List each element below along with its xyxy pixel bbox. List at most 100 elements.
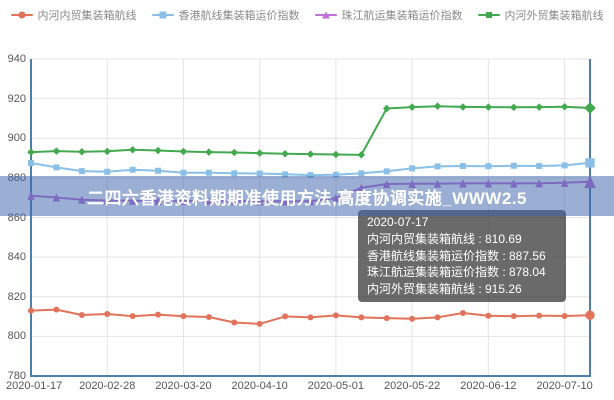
hover-point-circle — [585, 310, 595, 320]
point-circle — [129, 313, 136, 320]
point-square — [205, 169, 212, 176]
point-circle — [104, 310, 111, 317]
point-diamond — [510, 103, 518, 112]
point-diamond — [230, 148, 239, 157]
point-square — [561, 162, 568, 169]
point-diamond — [103, 147, 111, 156]
x-axis-label: 2020-02-28 — [79, 380, 136, 392]
x-axis-label: 2020-05-01 — [307, 380, 365, 392]
triangle-marker-icon — [314, 9, 337, 21]
banner-text: 二四六香港资料期期准使用方法,高度协调实施_WWW2.5 — [87, 188, 527, 208]
series-line-3[interactable] — [30, 105, 591, 156]
point-square — [383, 168, 390, 175]
legend-item-label: 内河内贸集装箱航线 — [37, 10, 137, 22]
tooltip: 2020-07-17 内河内贸集装箱航线 : 810.69 香港航线集装箱运价指数… — [358, 210, 566, 302]
tooltip-row: 内河内贸集装箱航线 : 810.69 — [367, 231, 522, 246]
hover-point-diamond — [584, 102, 596, 114]
point-diamond — [78, 147, 86, 156]
point-circle — [28, 307, 34, 314]
point-circle — [358, 314, 365, 321]
x-axis-label: 2020-05-22 — [383, 380, 441, 392]
tooltip-row: 香港航线集装箱运价指数 : 887.56 — [367, 248, 546, 263]
point-diamond — [332, 150, 340, 159]
point-diamond — [154, 146, 162, 155]
point-square — [459, 162, 466, 169]
point-diamond — [357, 151, 366, 159]
point-circle — [485, 312, 492, 319]
point-square — [28, 160, 34, 167]
point-circle — [155, 311, 162, 318]
diamond-marker-icon — [477, 9, 500, 21]
tooltip-date: 2020-07-17 — [367, 215, 429, 229]
point-square — [332, 171, 339, 178]
point-circle — [383, 315, 390, 322]
x-axis-label: 2020-03-20 — [155, 380, 212, 392]
point-circle — [561, 312, 568, 319]
y-axis-label: 940 — [7, 53, 26, 65]
point-square — [510, 162, 517, 169]
tooltip-row: 珠江航运集装箱运价指数 : 878.04 — [367, 265, 546, 280]
legend: 内河内贸集装箱航线 香港航线集装箱运价指数 珠江航运集装箱运价指数 内河外贸集装箱航线 — [0, 6, 614, 24]
point-circle — [409, 315, 416, 322]
point-circle — [282, 313, 289, 320]
point-square — [104, 168, 111, 175]
point-circle — [434, 314, 441, 321]
point-circle — [307, 314, 314, 321]
legend-item-2[interactable]: 珠江航运集装箱运价指数 — [314, 7, 463, 23]
point-square — [485, 163, 492, 170]
point-diamond — [433, 102, 442, 110]
legend-item-label: 珠江航运集装箱运价指数 — [341, 10, 463, 22]
legend-item-3[interactable]: 内河外贸集装箱航线 — [477, 7, 604, 23]
point-diamond — [255, 149, 264, 157]
point-diamond — [306, 150, 315, 158]
legend-item-1[interactable]: 香港航线集装箱运价指数 — [151, 7, 300, 23]
point-circle — [180, 313, 187, 320]
point-circle — [78, 311, 85, 318]
y-axis-label: 900 — [7, 132, 26, 145]
point-diamond — [484, 103, 493, 111]
point-circle — [459, 309, 466, 316]
x-axis-label: 2020-07-10 — [536, 380, 593, 392]
point-square — [409, 165, 416, 172]
point-circle — [510, 313, 517, 320]
point-circle — [231, 319, 238, 326]
point-circle — [332, 312, 339, 319]
point-diamond — [560, 102, 569, 111]
point-diamond — [128, 145, 137, 154]
point-circle — [256, 320, 263, 327]
point-square — [256, 170, 263, 177]
x-axis-label: 2020-04-10 — [231, 380, 288, 392]
point-circle — [536, 312, 543, 319]
point-diamond — [408, 103, 416, 111]
circle-marker-icon — [10, 9, 33, 21]
point-square — [155, 167, 162, 174]
point-circle — [53, 306, 60, 313]
point-diamond — [27, 148, 35, 156]
point-square — [282, 171, 289, 178]
x-axis-label: 2020-01-17 — [6, 380, 63, 392]
y-axis-label: 920 — [7, 92, 26, 105]
point-diamond — [52, 147, 61, 155]
hover-point-square — [585, 158, 595, 168]
x-axis-label: 2020-06-12 — [460, 380, 517, 392]
point-square — [536, 162, 543, 169]
square-marker-icon — [151, 9, 174, 21]
legend-item-0[interactable]: 内河内贸集装箱航线 — [10, 7, 137, 23]
y-axis-label: 780 — [7, 370, 26, 382]
point-circle — [205, 313, 212, 320]
legend-item-label: 内河外贸集装箱航线 — [504, 10, 604, 22]
point-square — [358, 170, 365, 177]
y-axis-label: 840 — [7, 251, 26, 264]
y-axis-label: 800 — [7, 330, 26, 343]
point-square — [307, 172, 314, 179]
point-square — [231, 170, 238, 177]
banner-overlay: 二四六香港资料期期准使用方法,高度协调实施_WWW2.5 — [0, 176, 614, 216]
point-diamond — [179, 147, 188, 156]
point-diamond — [205, 148, 213, 156]
point-square — [53, 164, 60, 171]
point-diamond — [459, 103, 467, 111]
point-diamond — [382, 104, 391, 113]
legend-item-label: 香港航线集装箱运价指数 — [178, 10, 300, 22]
point-diamond — [535, 103, 543, 111]
